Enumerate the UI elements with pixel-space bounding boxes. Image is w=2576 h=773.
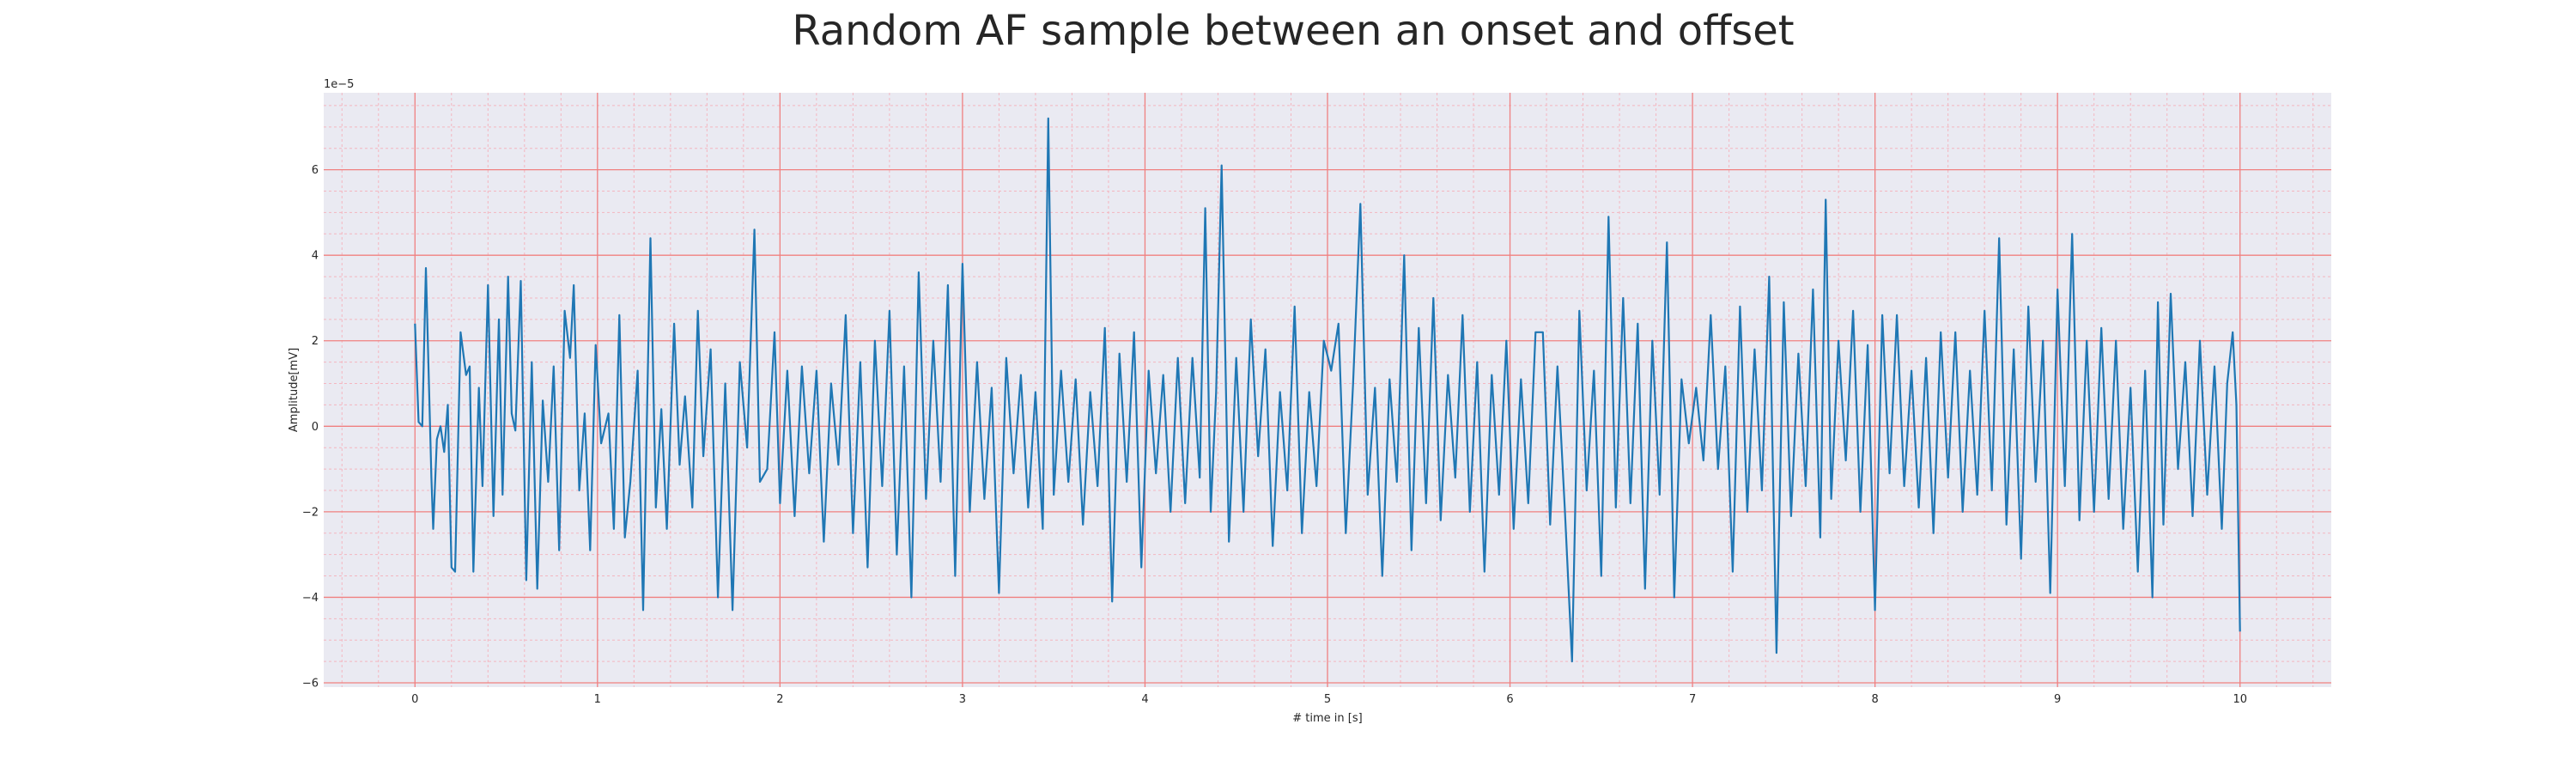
x-tick-label: 10 — [2233, 693, 2247, 706]
x-tick-label: 1 — [594, 693, 601, 706]
x-axis-label: # time in [s] — [1292, 712, 1362, 725]
x-tick-label: 2 — [776, 693, 783, 706]
x-tick-label: 9 — [2054, 693, 2061, 706]
y-tick-label: 2 — [312, 335, 319, 348]
x-tick-label: 4 — [1141, 693, 1148, 706]
y-tick-label: 4 — [312, 250, 319, 263]
x-tick-label: 3 — [959, 693, 966, 706]
y-tick-label: −6 — [302, 678, 319, 691]
y-axis-label: Amplitude[mV] — [288, 348, 301, 432]
series-layer — [414, 117, 2241, 663]
minor-grid — [324, 93, 2331, 687]
y-tick-label: 0 — [312, 421, 319, 434]
y-offset-text: 1e−5 — [324, 78, 354, 91]
y-tick-label: −4 — [302, 592, 319, 605]
chart-title: Random AF sample between an onset and of… — [792, 7, 1794, 55]
x-tick-label: 7 — [1689, 693, 1696, 706]
x-tick-label: 0 — [411, 693, 418, 706]
x-tick-label: 5 — [1324, 693, 1331, 706]
series-line — [414, 117, 2241, 663]
major-grid — [324, 93, 2331, 687]
y-ticks: −6 −4 −2 0 2 4 6 — [302, 164, 319, 690]
x-ticks: 0 1 2 3 4 5 6 7 8 9 10 — [411, 693, 2247, 706]
y-tick-label: 6 — [312, 164, 319, 177]
x-tick-label: 6 — [1506, 693, 1513, 706]
y-tick-label: −2 — [302, 506, 319, 519]
x-tick-label: 8 — [1871, 693, 1878, 706]
